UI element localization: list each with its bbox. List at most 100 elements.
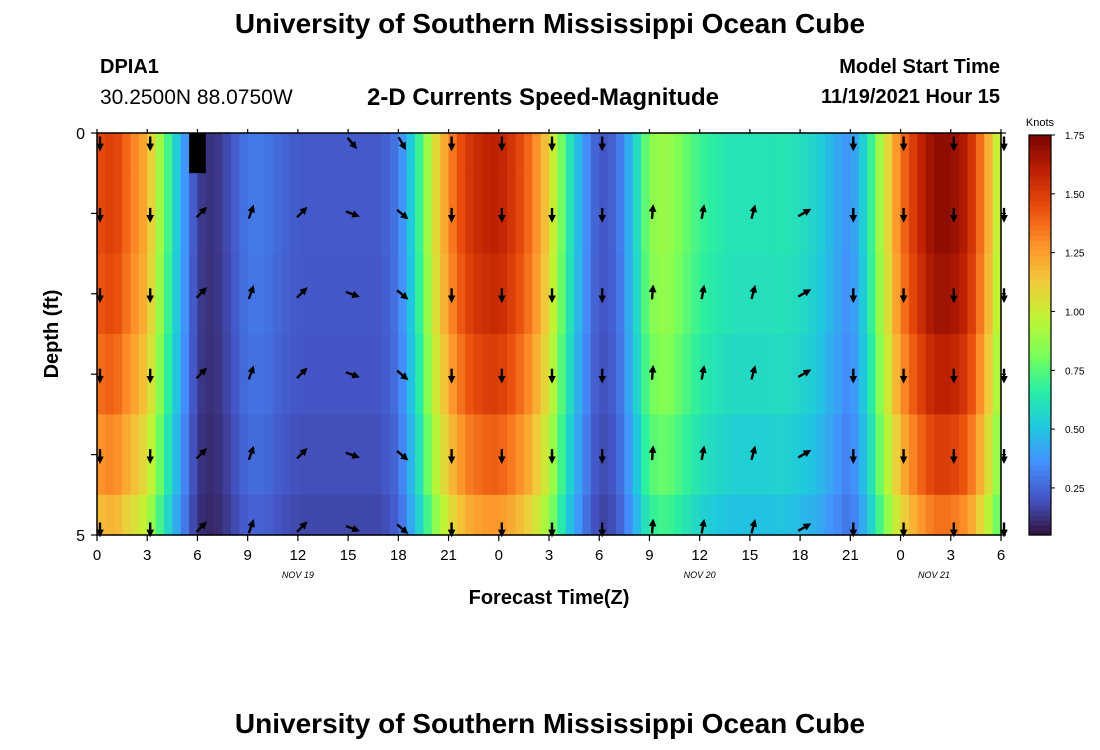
heat-cell: [532, 133, 542, 174]
heat-cell: [959, 253, 969, 335]
heat-cell: [456, 253, 466, 335]
heat-cell: [666, 173, 676, 255]
heat-cell: [373, 494, 383, 536]
heat-cell: [247, 253, 257, 335]
heat-cell: [448, 494, 458, 536]
heat-cell: [331, 334, 341, 415]
heat-cell: [615, 334, 625, 415]
heat-cell: [138, 133, 148, 174]
heat-cell: [825, 414, 835, 496]
heat-cell: [975, 494, 985, 536]
heat-cell: [381, 334, 391, 415]
heat-cell: [498, 494, 508, 536]
colorbar-segment: [1029, 355, 1051, 361]
heat-cell: [398, 494, 408, 536]
heat-cell: [264, 133, 274, 174]
heat-cell: [708, 253, 718, 335]
heat-cell: [180, 494, 190, 536]
heat-cell: [674, 414, 684, 496]
heat-cell: [615, 253, 625, 335]
heat-cell: [749, 494, 759, 536]
heat-cell: [691, 494, 701, 536]
heat-cell: [180, 253, 190, 335]
heat-cell: [590, 173, 600, 255]
heat-cell: [708, 133, 718, 174]
heat-cell: [967, 133, 977, 174]
colorbar-segment: [1029, 350, 1051, 356]
heat-cell: [624, 414, 634, 496]
heat-cell: [348, 494, 358, 536]
heat-cell: [549, 253, 558, 335]
current-arrow: [699, 284, 707, 300]
heat-cell: [389, 334, 399, 415]
heat-cell: [440, 173, 450, 255]
colorbar-segment: [1029, 180, 1051, 186]
heat-cell: [465, 133, 475, 174]
heat-cell: [440, 494, 450, 536]
heat-cell: [850, 334, 860, 415]
colorbar-segment: [1029, 190, 1051, 196]
heat-cell: [867, 253, 877, 335]
heat-cell: [482, 133, 492, 174]
current-arrow: [797, 208, 812, 218]
heat-cell: [222, 133, 232, 174]
heat-cell: [875, 334, 885, 415]
heat-cell: [691, 173, 701, 255]
heat-cell: [775, 334, 784, 415]
colorbar-segment: [1029, 410, 1051, 416]
main-title: University of Southern Mississippi Ocean…: [234, 8, 866, 39]
heat-cell: [314, 494, 324, 536]
heat-cell: [331, 173, 341, 255]
heat-cell: [97, 414, 106, 496]
heat-cell: [749, 253, 759, 335]
heat-cell: [172, 253, 182, 335]
heat-cell: [490, 414, 500, 496]
heat-cell: [708, 173, 718, 255]
heat-cell: [272, 173, 282, 255]
heat-cell: [339, 334, 349, 415]
current-arrow: [797, 523, 812, 532]
colorbar-tick-label: 1.00: [1065, 307, 1085, 318]
heat-cell: [147, 253, 157, 335]
heat-cell: [222, 253, 232, 335]
heat-cell: [172, 414, 182, 496]
heat-cell: [465, 173, 475, 255]
heat-cell: [657, 414, 667, 496]
heat-cell: [456, 173, 466, 255]
heat-cell: [197, 494, 207, 536]
colorbar-segment: [1029, 280, 1051, 286]
heat-cell: [130, 494, 140, 536]
heat-cell: [532, 494, 542, 536]
heat-cell: [557, 253, 567, 335]
heat-cell: [984, 173, 994, 255]
colorbar-segment: [1029, 460, 1051, 466]
date-labels: NOV 19 NOV 20 NOV 21: [282, 570, 950, 580]
heat-cell: [959, 414, 969, 496]
colorbar-segment: [1029, 415, 1051, 421]
colorbar-segment: [1029, 495, 1051, 501]
heat-cell: [900, 494, 910, 536]
current-arrow: [346, 137, 358, 150]
heat-cell: [825, 253, 835, 335]
heat-cell: [841, 133, 851, 174]
station-coordinates: 30.2500N 88.0750W: [100, 86, 293, 109]
heat-cell: [833, 414, 843, 496]
y-axis-label: Depth (ft): [41, 290, 63, 379]
heat-cell: [247, 414, 257, 496]
heat-cell: [691, 253, 701, 335]
colorbar-tick-label: 0.75: [1065, 366, 1085, 377]
heat-cell: [138, 173, 148, 255]
x-tick-label: 6: [193, 547, 201, 564]
colorbar-segment: [1029, 320, 1051, 326]
heat-cell: [565, 133, 575, 174]
heat-cell: [147, 494, 157, 536]
heat-cell: [373, 173, 383, 255]
heat-cell: [323, 173, 332, 255]
heat-cell: [833, 173, 843, 255]
heat-cell: [666, 334, 676, 415]
heat-cell: [130, 414, 140, 496]
heat-cell: [314, 414, 324, 496]
heat-cell: [892, 494, 902, 536]
heat-cell: [289, 334, 299, 415]
colorbar-segment: [1029, 485, 1051, 491]
